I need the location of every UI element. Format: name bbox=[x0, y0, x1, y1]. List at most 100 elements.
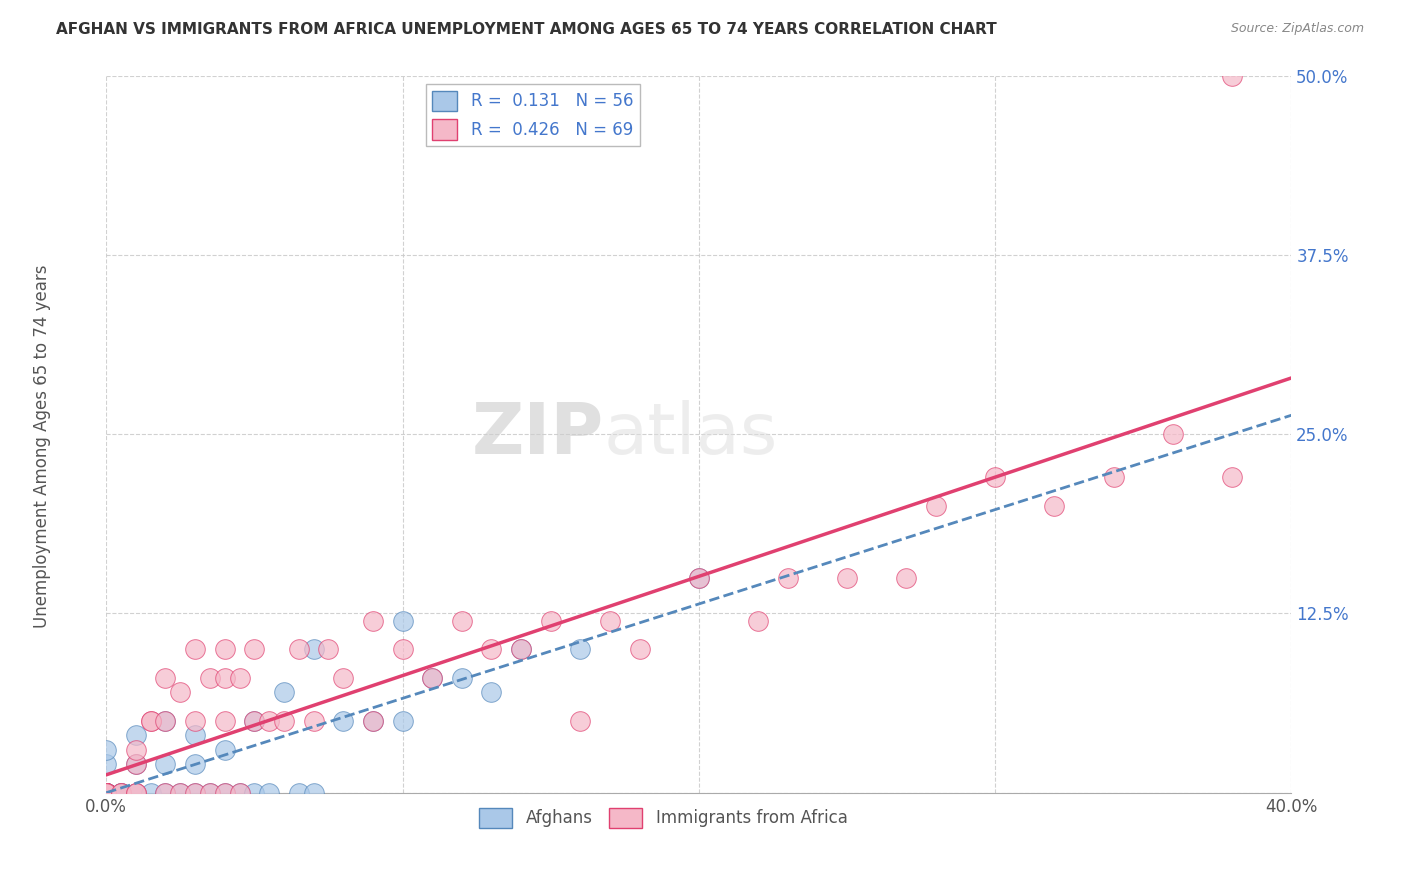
Point bbox=[198, 671, 221, 685]
Point bbox=[96, 786, 118, 800]
Point bbox=[155, 714, 177, 728]
Point bbox=[420, 671, 443, 685]
Point bbox=[96, 786, 118, 800]
Point bbox=[510, 642, 533, 657]
Point bbox=[155, 786, 177, 800]
Point bbox=[288, 642, 311, 657]
Point bbox=[984, 470, 1007, 484]
Point bbox=[139, 786, 162, 800]
Point bbox=[184, 714, 207, 728]
Point bbox=[125, 786, 148, 800]
Point bbox=[302, 786, 325, 800]
Point bbox=[214, 742, 236, 756]
Point bbox=[214, 671, 236, 685]
Point bbox=[228, 786, 250, 800]
Point bbox=[1102, 470, 1125, 484]
Point bbox=[139, 714, 162, 728]
Point bbox=[96, 786, 118, 800]
Point bbox=[169, 786, 191, 800]
Text: ZIP: ZIP bbox=[472, 400, 605, 468]
Point bbox=[96, 786, 118, 800]
Point bbox=[125, 728, 148, 742]
Point bbox=[96, 786, 118, 800]
Point bbox=[599, 614, 621, 628]
Point bbox=[925, 499, 948, 513]
Point bbox=[184, 642, 207, 657]
Point bbox=[96, 786, 118, 800]
Point bbox=[96, 786, 118, 800]
Point bbox=[318, 642, 340, 657]
Text: AFGHAN VS IMMIGRANTS FROM AFRICA UNEMPLOYMENT AMONG AGES 65 TO 74 YEARS CORRELAT: AFGHAN VS IMMIGRANTS FROM AFRICA UNEMPLO… bbox=[56, 22, 997, 37]
Point bbox=[96, 786, 118, 800]
Point bbox=[96, 786, 118, 800]
Point bbox=[155, 756, 177, 771]
Point bbox=[628, 642, 651, 657]
Point bbox=[110, 786, 132, 800]
Point bbox=[214, 786, 236, 800]
Point bbox=[569, 642, 592, 657]
Point bbox=[125, 786, 148, 800]
Point bbox=[450, 671, 472, 685]
Point bbox=[361, 714, 384, 728]
Text: Unemployment Among Ages 65 to 74 years: Unemployment Among Ages 65 to 74 years bbox=[34, 264, 51, 628]
Point bbox=[332, 671, 354, 685]
Point bbox=[243, 714, 266, 728]
Point bbox=[257, 786, 280, 800]
Point bbox=[391, 714, 413, 728]
Point bbox=[155, 786, 177, 800]
Point bbox=[243, 714, 266, 728]
Point bbox=[228, 786, 250, 800]
Point bbox=[110, 786, 132, 800]
Point bbox=[332, 714, 354, 728]
Point bbox=[96, 786, 118, 800]
Point bbox=[214, 786, 236, 800]
Point bbox=[479, 685, 502, 699]
Point bbox=[96, 786, 118, 800]
Point bbox=[96, 786, 118, 800]
Point bbox=[96, 786, 118, 800]
Point bbox=[110, 786, 132, 800]
Point bbox=[479, 642, 502, 657]
Point bbox=[184, 756, 207, 771]
Point bbox=[96, 786, 118, 800]
Legend: Afghans, Immigrants from Africa: Afghans, Immigrants from Africa bbox=[472, 801, 855, 835]
Point bbox=[96, 786, 118, 800]
Point bbox=[391, 642, 413, 657]
Point bbox=[391, 614, 413, 628]
Point bbox=[96, 786, 118, 800]
Point bbox=[96, 786, 118, 800]
Point bbox=[896, 570, 918, 584]
Point bbox=[96, 786, 118, 800]
Text: atlas: atlas bbox=[605, 400, 779, 468]
Point bbox=[125, 786, 148, 800]
Point bbox=[96, 786, 118, 800]
Point bbox=[228, 671, 250, 685]
Point bbox=[747, 614, 769, 628]
Point bbox=[273, 685, 295, 699]
Point bbox=[835, 570, 858, 584]
Point bbox=[1161, 427, 1184, 442]
Point bbox=[169, 685, 191, 699]
Point bbox=[257, 714, 280, 728]
Point bbox=[139, 714, 162, 728]
Point bbox=[125, 756, 148, 771]
Point bbox=[688, 570, 710, 584]
Point bbox=[776, 570, 799, 584]
Point bbox=[96, 786, 118, 800]
Point bbox=[96, 756, 118, 771]
Point bbox=[1220, 470, 1243, 484]
Point bbox=[96, 786, 118, 800]
Point bbox=[450, 614, 472, 628]
Point bbox=[243, 786, 266, 800]
Point bbox=[1220, 69, 1243, 83]
Point bbox=[361, 714, 384, 728]
Point bbox=[96, 786, 118, 800]
Point bbox=[184, 786, 207, 800]
Point bbox=[273, 714, 295, 728]
Point bbox=[288, 786, 311, 800]
Point bbox=[510, 642, 533, 657]
Point bbox=[96, 786, 118, 800]
Point bbox=[214, 642, 236, 657]
Point bbox=[361, 614, 384, 628]
Point bbox=[110, 786, 132, 800]
